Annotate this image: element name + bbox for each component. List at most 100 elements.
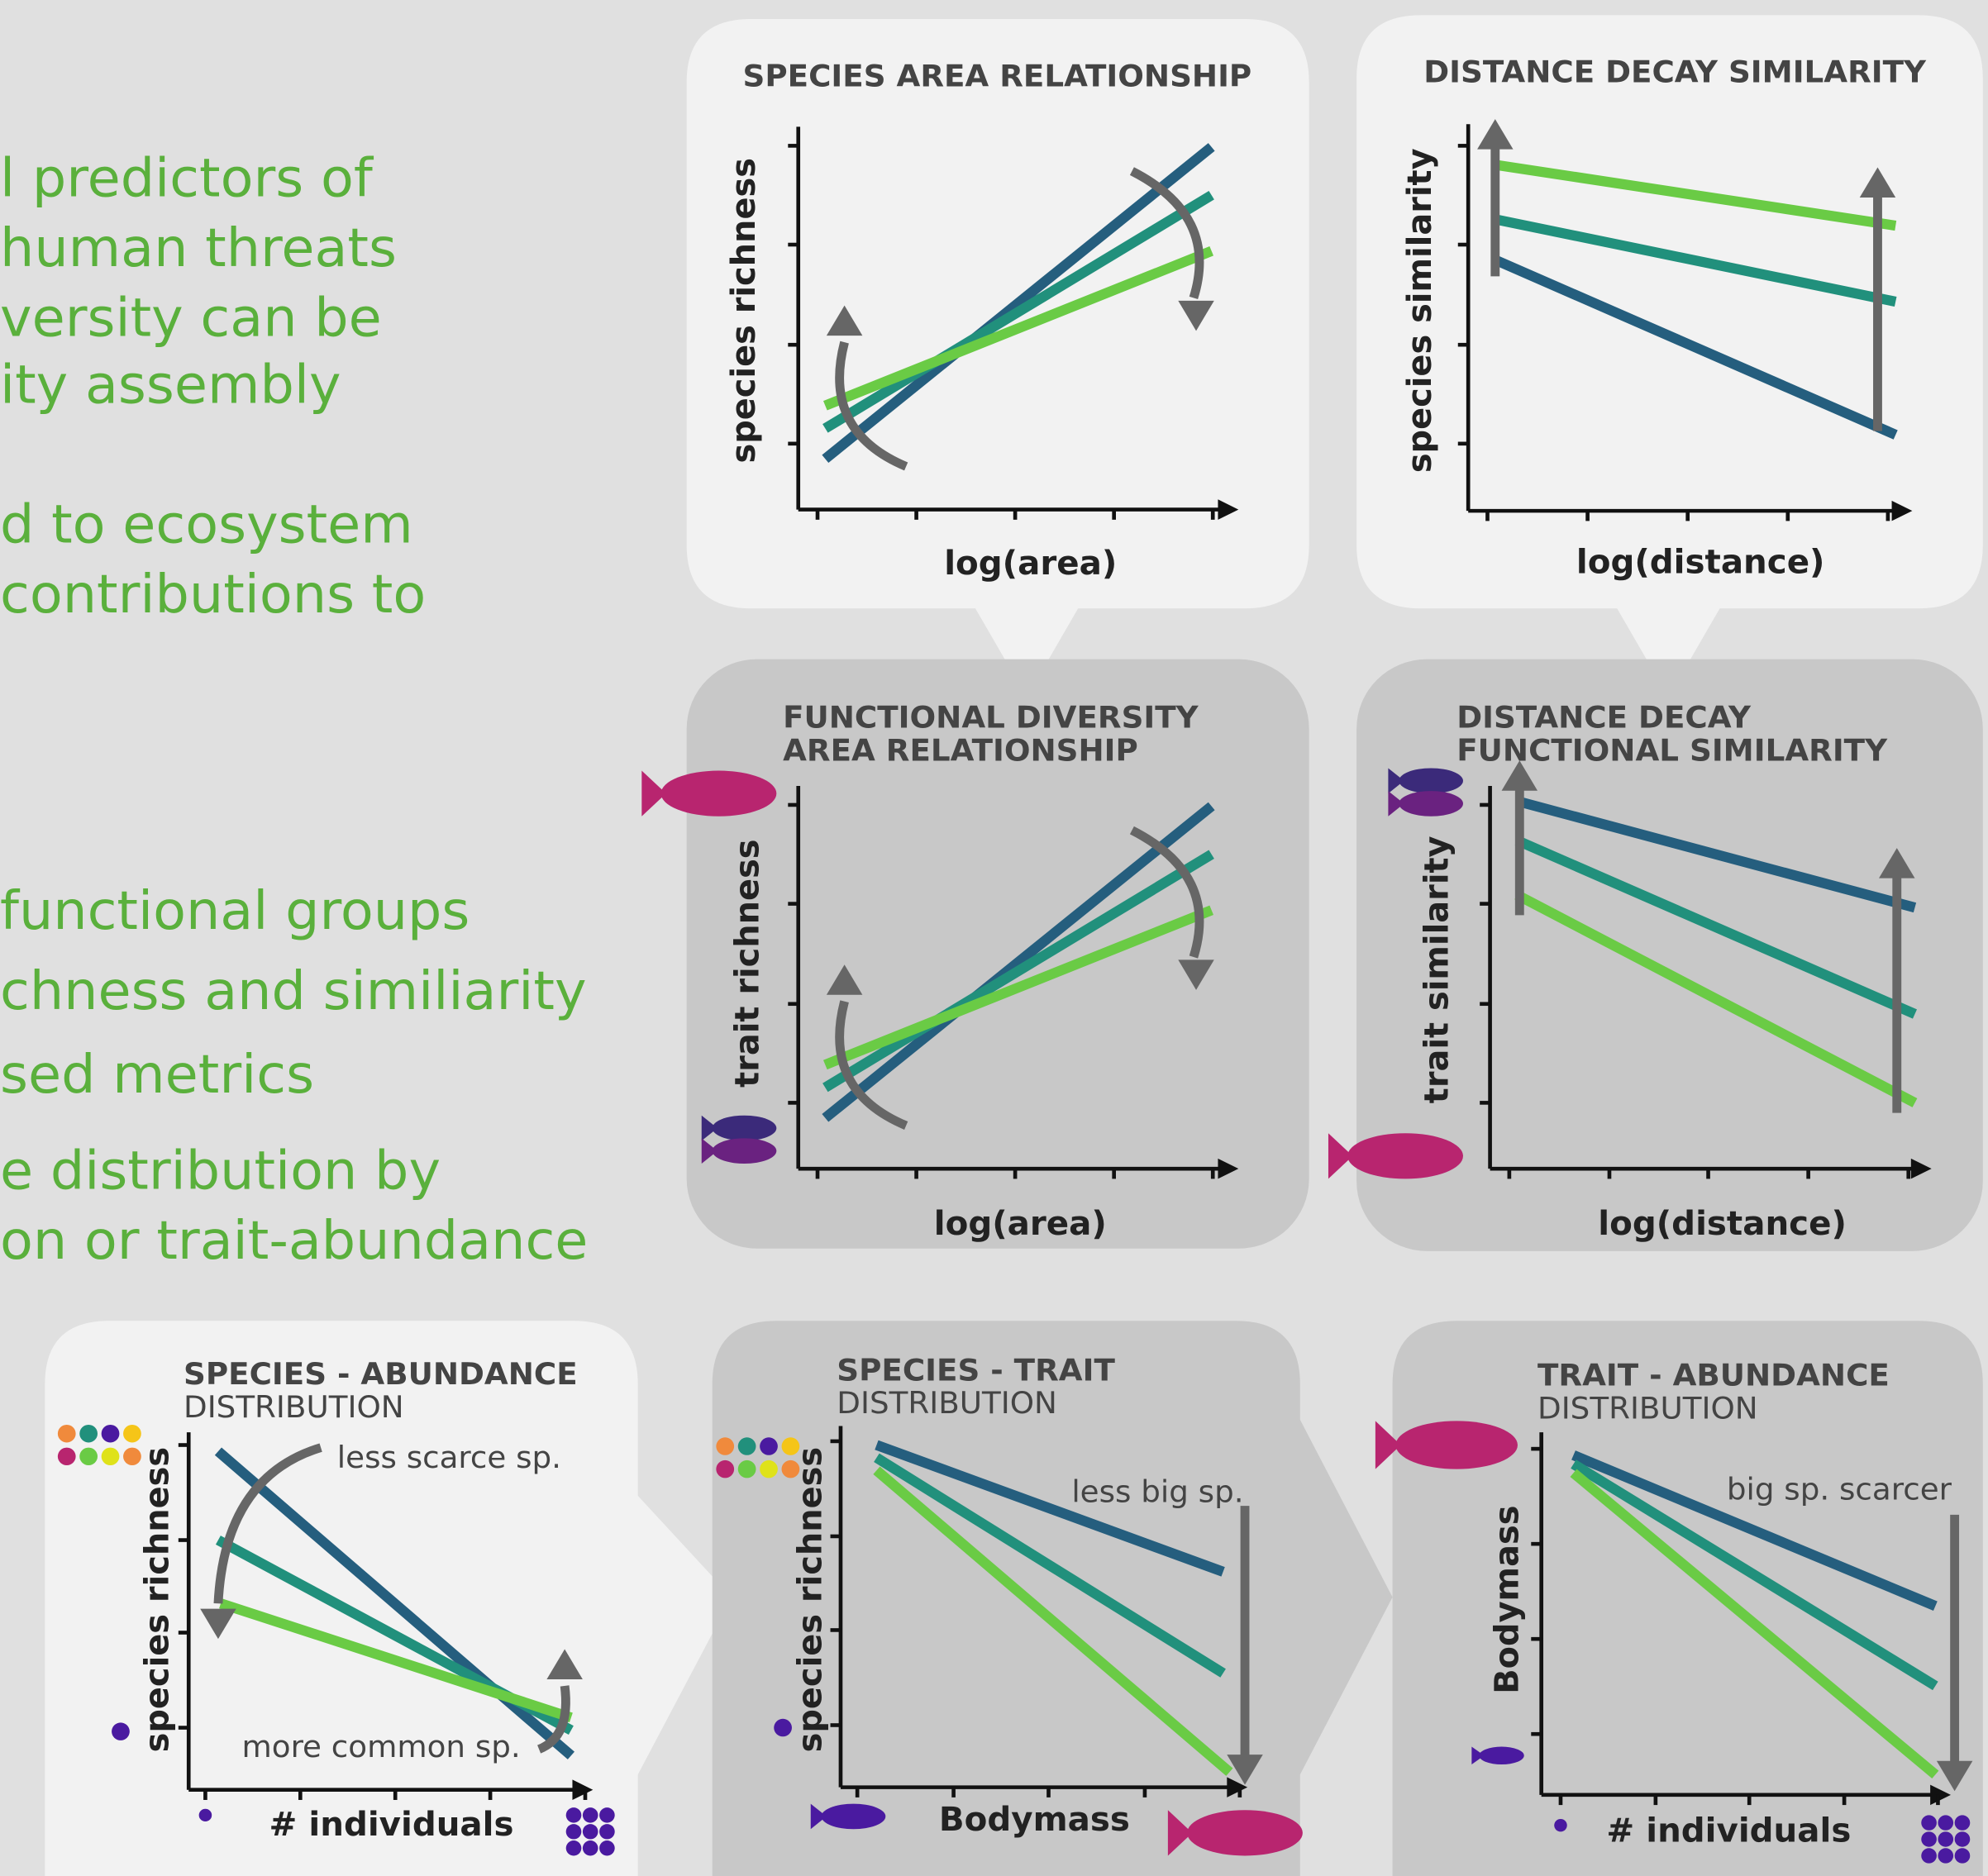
dot-icon [737,1437,756,1455]
text-line: ity assembly [0,355,341,417]
fish-icon [1388,791,1404,817]
arrow-head [1178,959,1214,990]
arrow-head [826,964,863,995]
panel-subtitle: DISTRIBUTION [1537,1391,1758,1426]
arrow-head [200,1608,236,1640]
x-axis-label: log(distance) [1576,543,1825,581]
trend-line [219,1598,573,1723]
dot-icon [112,1722,130,1740]
fish-icon [1375,1421,1401,1469]
fish-icon [712,1138,777,1164]
text-line: contributions to [0,564,426,626]
trend-line [873,1466,1233,1776]
arrow-head [826,305,863,336]
panel-title: SPECIES AREA RELATIONSHIP [743,59,1252,94]
fish-icon [1187,1810,1303,1856]
dot-icon [1554,1818,1567,1832]
dot-icon [101,1447,120,1466]
fish-icon [1399,768,1463,794]
dot-icon [565,1824,582,1840]
axis-arrow [1891,500,1913,521]
trend-line [822,190,1214,433]
panel-title: SPECIES - TRAIT [837,1352,1115,1388]
panel-title: TRAIT - ABUNDANCE [1537,1358,1890,1393]
trend-line [1515,796,1917,913]
text-line: human threats [0,217,397,279]
curved-arrow [213,1443,322,1604]
x-axis-label: # individuals [1606,1812,1851,1850]
panel-subtitle: DISTRIBUTION [837,1385,1057,1421]
axis-arrow [1218,499,1239,520]
curved-arrow [835,1000,908,1130]
curved-arrow [1129,826,1204,959]
trend-line [822,905,1214,1070]
dot-icon [1938,1831,1954,1847]
trend-line [1571,1450,1938,1611]
dot-icon [582,1840,598,1856]
trend-line [1493,255,1898,440]
dot-icon [781,1459,800,1478]
fish-icon [810,1803,827,1830]
panel-subtitle: AREA RELATIONSHIP [783,732,1138,768]
dot-icon [716,1459,735,1478]
axis-arrow [1910,1158,1932,1179]
panel-title: DISTANCE DECAY [1456,700,1752,736]
dot-icon [57,1447,76,1466]
panel-bg [1356,15,1983,698]
axis-arrow [1218,1158,1239,1179]
text-line: sed metrics [0,1044,314,1106]
dot-icon [781,1437,800,1455]
dot-icon [774,1718,792,1737]
fish-icon [1347,1133,1463,1179]
trend-line [1494,160,1897,231]
fish-icon [1395,1421,1518,1469]
dot-icon [79,1424,98,1443]
arrow-head [1477,119,1514,150]
fish-icon [701,1138,717,1164]
dot-icon [565,1840,582,1856]
dot-icon [1954,1815,1971,1831]
dot-icon [79,1447,98,1466]
arrow-head [1178,300,1214,331]
annotation: less scarce sp. [337,1440,561,1475]
dot-icon [101,1424,120,1443]
dot-icon [737,1459,756,1478]
annotation: big sp. scarcer [1727,1472,1952,1507]
fish-icon [821,1803,886,1830]
axis-arrow [1930,1784,1951,1806]
x-axis-label: log(distance) [1598,1205,1847,1243]
text-line: versity can be [0,288,382,350]
curved-arrow [536,1685,570,1754]
dot-icon [1921,1815,1937,1831]
text-line: functional groups [0,881,470,943]
dot-icon [1938,1848,1954,1864]
dot-icon [1921,1831,1937,1847]
dot-icon [1954,1831,1971,1847]
fish-icon [712,1115,777,1141]
text-line: e distribution by [0,1140,441,1202]
x-axis-label: Bodymass [939,1801,1130,1839]
trend-line [822,850,1214,1093]
dot-icon [582,1824,598,1840]
y-axis-label: species similarity [1401,148,1439,473]
fish-icon [701,1115,717,1141]
dot-icon [123,1447,141,1466]
fish-icon [1328,1133,1353,1179]
arrow-head [1227,1755,1263,1785]
x-axis-label: # individuals [269,1806,514,1844]
trend-line [1514,890,1918,1107]
dot-icon [57,1424,76,1443]
dot-icon [1954,1848,1971,1864]
text-line: d to ecosystem [0,494,413,556]
x-axis-label: log(area) [944,545,1117,583]
dot-icon [1938,1815,1954,1831]
y-axis-label: Bodymass [1489,1506,1527,1694]
dot-icon [565,1807,582,1823]
y-axis-label: species richness [138,1447,176,1752]
dot-icon [760,1459,778,1478]
text-line: on or trait-abundance [0,1210,588,1272]
dot-icon [123,1424,141,1443]
arrow-head [1879,848,1915,878]
y-axis-label: trait richness [728,839,766,1087]
panel-title: SPECIES - ABUNDANCE [184,1356,578,1392]
